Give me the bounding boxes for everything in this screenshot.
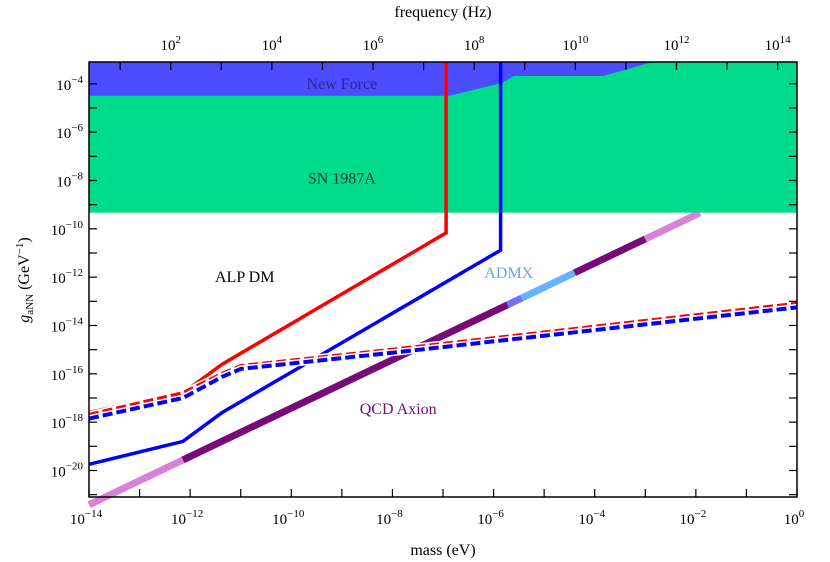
top-axis-title: frequency (Hz) — [394, 4, 491, 21]
annotation-label: SN 1987A — [308, 171, 376, 188]
qcd-axion-segment — [87, 456, 185, 508]
qcd-axion-segment — [520, 269, 577, 302]
top-tick-label: 104 — [262, 34, 283, 54]
new-force-region-overlay — [89, 62, 653, 96]
x-tick-label: 10−4 — [578, 508, 605, 528]
top-tick-label: 1014 — [765, 34, 792, 54]
y-tick-label: 10−20 — [51, 460, 84, 480]
solid-limit-line-1 — [88, 62, 503, 467]
dashed-limit-line-3 — [88, 305, 798, 421]
y-tick-label: 10−12 — [51, 267, 83, 287]
annotations: New Force SN 1987A ALP DM ADMX QCD Axion — [215, 76, 534, 418]
top-tick-label: 102 — [161, 34, 182, 54]
qcd-axion-segment — [181, 301, 510, 464]
annotation-label: ADMX — [484, 265, 533, 282]
x-tick-label: 10−10 — [272, 508, 305, 528]
top-tick-label: 108 — [464, 34, 485, 54]
ticks: 10−14 10−12 10−10 10−8 10−6 10−4 10−2 100 10−4 10… — [51, 34, 805, 528]
y-tick-label: 10−6 — [56, 122, 83, 142]
annotation-label: New Force — [307, 76, 378, 93]
x-tick-label: 10−14 — [70, 508, 103, 528]
y-tick-label: 10−16 — [51, 364, 84, 384]
top-tick-label: 1010 — [562, 34, 589, 54]
annotation-label: ALP DM — [215, 269, 274, 286]
top-tick-label: 1012 — [663, 34, 689, 54]
top-tick-label: 106 — [363, 34, 384, 54]
y-axis-title: gaNN (GeV−1) — [14, 237, 36, 322]
y-tick-label: 10−14 — [51, 315, 84, 335]
x-tick-label: 100 — [784, 508, 805, 528]
qcd-axion-segment — [573, 235, 647, 276]
x-axis-title: mass (eV) — [410, 542, 475, 559]
qcd-axion-segment — [643, 209, 702, 243]
x-tick-label: 10−2 — [679, 508, 706, 528]
y-tick-label: 10−18 — [51, 412, 84, 432]
y-tick-label: 10−10 — [51, 219, 84, 239]
annotation-label: QCD Axion — [360, 401, 437, 418]
series-lines — [87, 62, 798, 508]
x-tick-label: 10−6 — [477, 508, 504, 528]
x-tick-label: 10−8 — [376, 508, 403, 528]
dashed-line-outline — [88, 303, 798, 423]
y-tick-label: 10−4 — [56, 74, 83, 94]
y-tick-label: 10−8 — [56, 170, 83, 190]
qcd-axion-segment — [506, 294, 524, 308]
x-tick-label: 10−12 — [171, 508, 203, 528]
